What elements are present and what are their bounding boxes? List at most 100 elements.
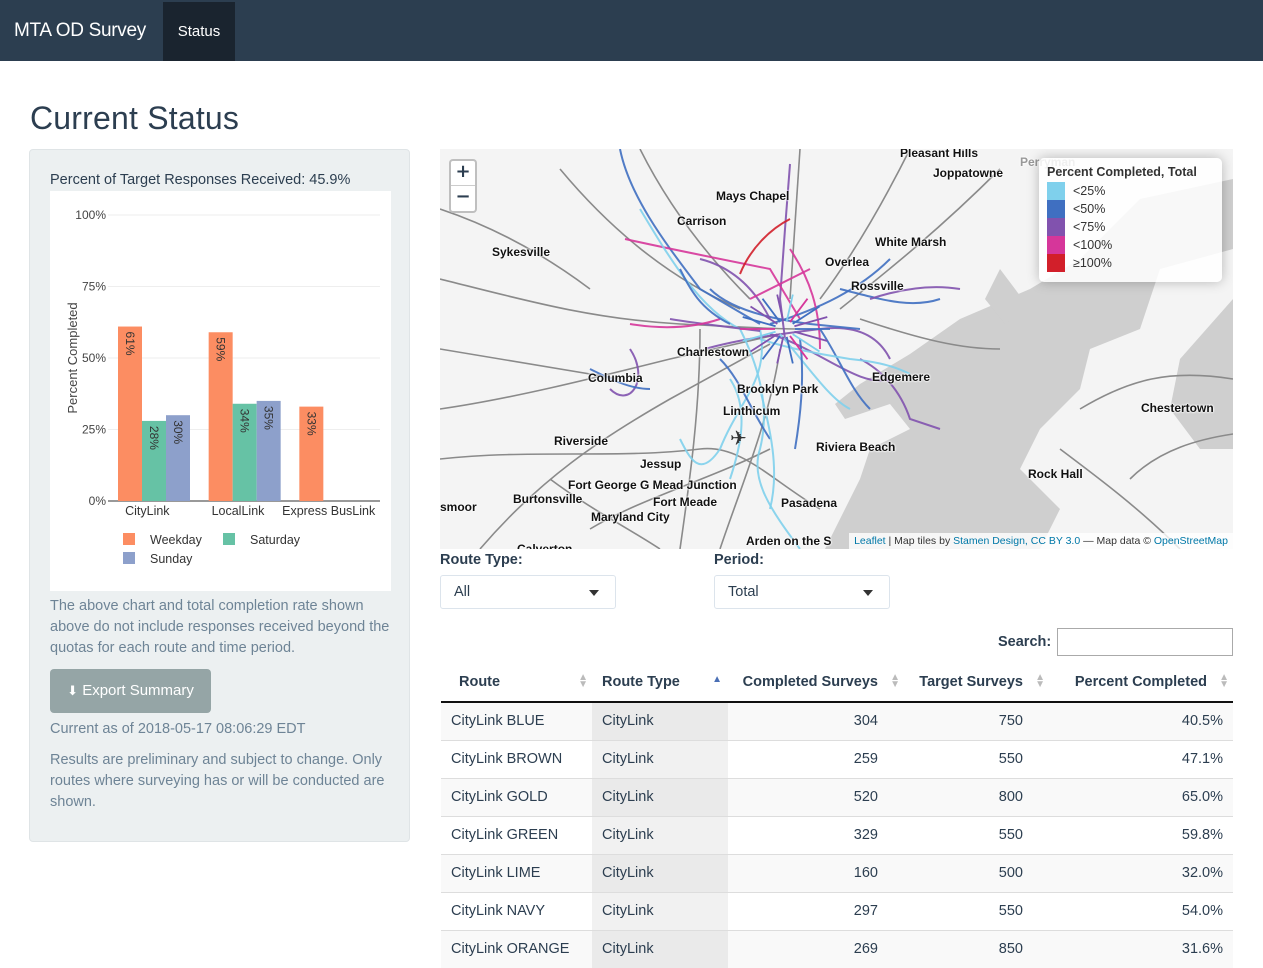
col-percent-label: Percent Completed	[1074, 673, 1207, 690]
legend-swatch	[123, 552, 135, 564]
leaflet-link[interactable]: Leaflet	[854, 535, 886, 547]
cell-route-type: CityLink	[592, 815, 728, 854]
legend-item: <25%	[1047, 182, 1214, 200]
transit-route	[792, 305, 820, 325]
legend-swatch	[1047, 182, 1065, 200]
sort-icon: ▲ ▼	[578, 672, 588, 690]
transit-route	[742, 330, 776, 342]
table-row[interactable]: CityLink GREEN CityLink 329 550 59.8%	[441, 815, 1233, 854]
road-line	[789, 149, 801, 300]
map-place-label: Arden on the S	[746, 534, 832, 548]
transit-route	[750, 305, 778, 325]
y-tick-label: 100%	[75, 208, 106, 222]
sort-ascending-icon: ▲	[712, 674, 722, 685]
cell-target: 750	[904, 701, 1049, 740]
search-input[interactable]	[1057, 628, 1233, 656]
map-place-label: Maryland City	[591, 510, 670, 524]
cell-route-type: CityLink	[592, 739, 728, 778]
y-tick-label: 25%	[82, 423, 106, 437]
cell-route: CityLink NAVY	[441, 891, 592, 930]
road-line	[440, 333, 781, 410]
table-row[interactable]: CityLink LIME CityLink 160 500 32.0%	[441, 853, 1233, 892]
cell-route: CityLink BLUE	[441, 701, 592, 740]
cell-route-type: CityLink	[592, 891, 728, 930]
bar-weekday	[299, 406, 324, 501]
osm-link[interactable]: OpenStreetMap	[1153, 535, 1228, 547]
zoom-control: + −	[449, 159, 477, 213]
transit-route	[750, 333, 778, 353]
table-row[interactable]: CityLink BLUE CityLink 304 750 40.5%	[441, 701, 1233, 740]
legend-swatch	[1047, 236, 1065, 254]
bar-weekday	[118, 326, 142, 501]
chart-note: The above chart and total completion rat…	[50, 598, 390, 656]
caret-down-icon	[863, 590, 873, 596]
brand-title[interactable]: MTA OD Survey	[14, 20, 146, 41]
table-row[interactable]: CityLink NAVY CityLink 297 550 54.0%	[441, 891, 1233, 930]
tab-status[interactable]: Status	[163, 2, 235, 61]
cell-percent: 31.6%	[1049, 929, 1233, 968]
transit-route	[779, 333, 851, 410]
route-map[interactable]: ✈ Pleasant HillsJoppatownePerrymanMays C…	[440, 149, 1233, 549]
transit-route	[794, 316, 828, 328]
cell-percent: 59.8%	[1049, 815, 1233, 854]
legend-item: <75%	[1047, 218, 1214, 236]
stamen-link[interactable]: Stamen Design, CC BY 3.0	[953, 535, 1081, 547]
transit-route	[699, 258, 771, 320]
transit-route	[789, 298, 809, 323]
transit-route	[739, 218, 791, 275]
page-title: Current Status	[30, 100, 240, 136]
col-target[interactable]: Target Surveys ▲ ▼	[904, 662, 1049, 703]
route-type-select[interactable]: All	[440, 575, 616, 609]
legend-label: ≥100%	[1073, 256, 1112, 270]
cell-target: 550	[904, 891, 1049, 930]
table-row[interactable]: CityLink BROWN CityLink 259 550 47.1%	[441, 739, 1233, 778]
transit-route	[589, 368, 651, 390]
sort-icon: ▲ ▼	[1219, 672, 1229, 690]
transit-route	[839, 288, 941, 305]
cell-completed: 329	[728, 815, 904, 854]
y-tick-label: 50%	[82, 351, 106, 365]
zoom-out-button[interactable]: −	[455, 186, 471, 207]
export-summary-button[interactable]: ⬇ Export Summary	[50, 669, 211, 713]
sort-icon: ▲ ▼	[890, 672, 900, 690]
period-label: Period:	[714, 552, 764, 568]
transit-route	[624, 238, 801, 320]
cell-route: CityLink LIME	[441, 853, 592, 892]
road-line	[859, 318, 1001, 350]
bar-data-label: 61%	[123, 332, 137, 356]
table-row[interactable]: CityLink ORANGE CityLink 269 850 31.6%	[441, 929, 1233, 968]
map-place-label: Pasadena	[781, 496, 838, 510]
bar-sunday	[166, 415, 190, 501]
legend-item: ≥100%	[1047, 254, 1214, 272]
cell-completed: 259	[728, 739, 904, 778]
map-place-label: Riverside	[554, 434, 609, 448]
col-completed[interactable]: Completed Surveys ▲ ▼	[728, 662, 904, 703]
cell-route: CityLink GOLD	[441, 777, 592, 816]
transit-route	[819, 328, 871, 410]
bar-data-label: 28%	[147, 426, 161, 450]
transit-route	[749, 268, 811, 300]
preliminary-note: Results are preliminary and subject to c…	[50, 752, 385, 810]
col-percent[interactable]: Percent Completed ▲ ▼	[1049, 662, 1233, 703]
legend-item: <100%	[1047, 236, 1214, 254]
col-route[interactable]: Route ▲ ▼	[441, 662, 592, 703]
period-select[interactable]: Total	[714, 575, 890, 609]
transit-route	[859, 358, 941, 430]
x-tick-label: LocalLink	[212, 504, 266, 518]
col-route-type[interactable]: Route Type ▲	[592, 662, 728, 703]
x-tick-label: Express BusLink	[282, 504, 376, 518]
legend-swatch	[1047, 218, 1065, 236]
zoom-in-button[interactable]: +	[451, 161, 475, 186]
cell-percent: 32.0%	[1049, 853, 1233, 892]
y-tick-label: 75%	[82, 280, 106, 294]
transit-route	[789, 335, 809, 360]
current-as-of-text: Current as of 2018-05-17 08:06:29 EDT	[50, 721, 306, 737]
transit-route	[679, 328, 763, 466]
map-place-label: Jessup	[640, 457, 682, 471]
cell-percent: 47.1%	[1049, 739, 1233, 778]
y-tick-label: 0%	[89, 494, 107, 508]
map-place-label: Columbia	[588, 371, 643, 385]
sort-icon: ▲ ▼	[1035, 672, 1045, 690]
map-place-label: Rock Hall	[1028, 467, 1083, 481]
table-row[interactable]: CityLink GOLD CityLink 520 800 65.0%	[441, 777, 1233, 816]
